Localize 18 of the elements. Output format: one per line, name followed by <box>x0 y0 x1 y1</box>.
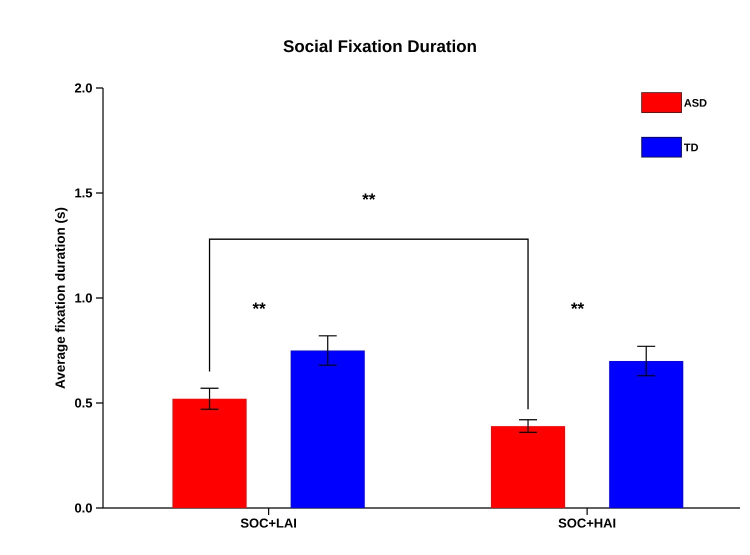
y-tick-label: 0.5 <box>75 398 92 408</box>
legend-label: ASD <box>684 99 707 107</box>
bar <box>609 360 684 508</box>
legend-label: TD <box>684 144 698 152</box>
y-tick-label: 1.5 <box>75 188 92 198</box>
y-tick-label: 2.0 <box>74 83 92 93</box>
chart-title: Social Fixation Duration <box>284 40 476 52</box>
y-tick-label: 0.0 <box>75 503 92 513</box>
annotation: ** <box>252 302 266 309</box>
annotation: ** <box>362 193 376 200</box>
x-tick-label: SOC+HAI <box>558 518 616 528</box>
bar <box>172 398 247 508</box>
y-tick-label: 1.0 <box>75 293 92 303</box>
bar <box>290 350 365 508</box>
x-tick-label: SOC+LAI <box>240 518 296 528</box>
y-axis-title: Average fixation duration (s) <box>55 208 68 389</box>
bar <box>490 426 566 508</box>
annotation: ** <box>571 302 584 309</box>
